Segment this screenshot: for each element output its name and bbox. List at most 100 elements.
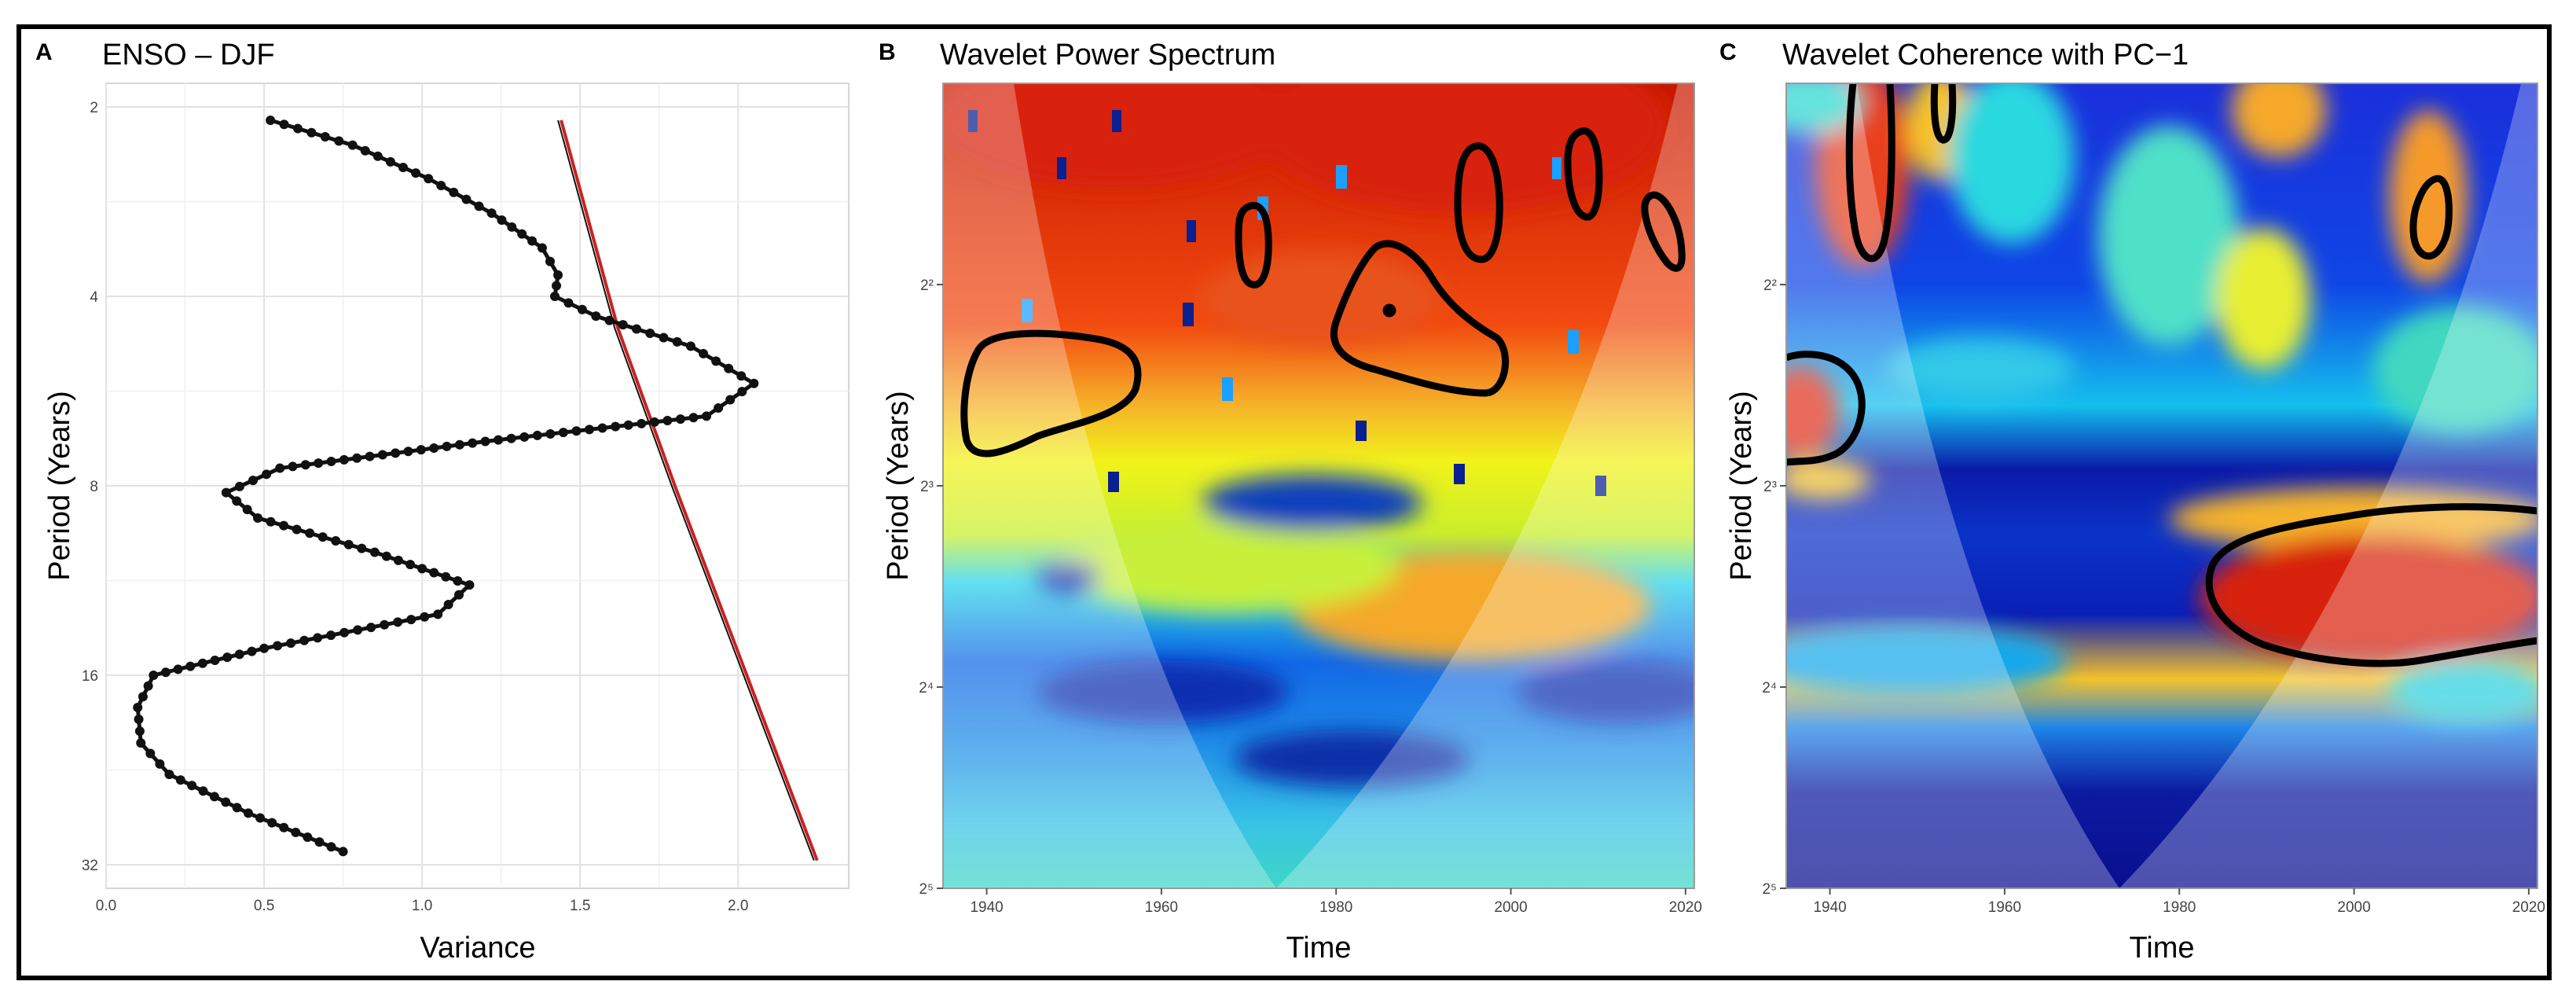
data-point xyxy=(443,600,453,610)
x-tick-label: 2000 xyxy=(2337,899,2370,916)
data-point xyxy=(352,453,362,463)
data-point xyxy=(326,842,336,852)
data-point xyxy=(380,619,390,630)
data-point xyxy=(248,476,258,486)
data-point xyxy=(242,505,252,515)
data-point xyxy=(711,356,721,366)
data-point xyxy=(519,432,530,442)
data-point xyxy=(545,429,556,439)
data-point xyxy=(133,702,143,712)
data-point xyxy=(185,661,196,671)
x-tick-label: 2.0 xyxy=(728,898,748,914)
y-tick-label: 2 xyxy=(90,100,98,116)
data-point xyxy=(303,832,313,842)
y-tick-label: 2³ xyxy=(1763,479,1777,495)
data-point xyxy=(461,194,472,204)
panel-letter-c: C xyxy=(1719,39,1737,65)
data-point xyxy=(232,496,242,506)
x-tick-label: 1980 xyxy=(1319,899,1352,916)
data-point xyxy=(385,156,395,167)
data-point xyxy=(632,324,641,334)
data-point xyxy=(143,681,153,691)
data-point xyxy=(259,643,270,653)
data-point xyxy=(317,532,328,542)
global-power-points xyxy=(133,115,759,857)
data-point xyxy=(299,635,310,645)
data-point xyxy=(577,304,587,314)
data-point xyxy=(736,371,747,381)
data-point xyxy=(243,808,253,818)
data-point xyxy=(339,454,349,465)
data-point xyxy=(138,692,148,702)
x-tick-label: 1.5 xyxy=(570,898,590,914)
data-point xyxy=(338,847,348,857)
data-point xyxy=(420,612,430,622)
data-point xyxy=(357,543,367,553)
data-point xyxy=(173,664,183,674)
data-point xyxy=(685,341,695,351)
data-point xyxy=(313,633,323,643)
data-point xyxy=(262,469,272,480)
panel-c-x-axis-label: Time xyxy=(2129,932,2194,965)
x-tick-label: 1960 xyxy=(1145,899,1178,916)
data-point xyxy=(532,430,542,440)
data-point xyxy=(286,638,296,649)
data-point xyxy=(517,229,527,239)
data-point xyxy=(637,418,647,428)
data-point xyxy=(494,435,504,445)
power-spectrum-heatmap xyxy=(943,83,1694,888)
y-tick-label: 2⁵ xyxy=(1763,881,1777,898)
data-point xyxy=(442,441,452,451)
data-point xyxy=(377,450,387,460)
coherence-heatmap xyxy=(1786,83,2537,888)
panel-a-x-axis-label: Variance xyxy=(420,932,535,965)
data-point xyxy=(429,443,439,454)
panel-a-x-ticks: 0.0 0.5 1.0 1.5 2.0 xyxy=(96,898,749,914)
x-tick-label: 1940 xyxy=(1813,899,1846,916)
data-point xyxy=(343,539,354,549)
data-point xyxy=(275,463,285,473)
data-point xyxy=(353,625,363,635)
data-point xyxy=(334,136,344,146)
x-tick-label: 1.0 xyxy=(412,898,432,914)
data-point xyxy=(288,461,298,472)
data-point xyxy=(672,336,682,347)
data-point xyxy=(366,623,376,633)
outer-frame xyxy=(17,24,2552,980)
data-point xyxy=(306,127,317,138)
panel-b-title: Wavelet Power Spectrum xyxy=(940,39,1275,72)
data-point xyxy=(737,387,747,397)
data-point xyxy=(175,775,185,785)
significance-line-outline xyxy=(557,119,815,861)
data-point xyxy=(326,630,336,641)
data-point xyxy=(454,439,464,450)
data-point xyxy=(365,451,375,461)
data-point xyxy=(618,320,628,330)
data-point xyxy=(372,151,383,161)
data-point xyxy=(291,827,301,837)
panel-a-y-axis-label: Period (Years) xyxy=(43,391,76,581)
data-point xyxy=(558,428,568,438)
panel-a-y-ticks: 2 4 8 16 32 xyxy=(82,100,99,874)
panel-c: C Wavelet Coherence with PC−1 xyxy=(1719,39,2545,965)
x-tick-label: 1980 xyxy=(2163,899,2196,916)
data-point xyxy=(331,535,341,546)
x-tick-label: 2020 xyxy=(1669,899,1702,916)
data-point xyxy=(279,822,289,832)
data-point xyxy=(187,781,197,791)
cone-of-influence-b xyxy=(943,83,1694,888)
data-point xyxy=(360,145,370,156)
data-point xyxy=(424,174,434,184)
data-point xyxy=(136,738,146,748)
data-point xyxy=(369,547,380,557)
x-tick-label: 2000 xyxy=(1494,899,1527,916)
panel-c-x-ticks: 1940 1960 1980 2000 2020 xyxy=(1813,888,2545,916)
panel-b-y-axis-label: Period (Years) xyxy=(882,391,915,581)
y-tick-label: 2⁴ xyxy=(919,680,934,696)
data-point xyxy=(417,564,427,574)
x-tick-label: 2020 xyxy=(2512,899,2545,916)
data-point xyxy=(699,348,709,358)
panel-a: A ENSO – DJF 0.0 0.5 1.0 1.5 2.0 2 4 8 16 32 Var… xyxy=(35,39,849,965)
data-point xyxy=(253,513,263,523)
